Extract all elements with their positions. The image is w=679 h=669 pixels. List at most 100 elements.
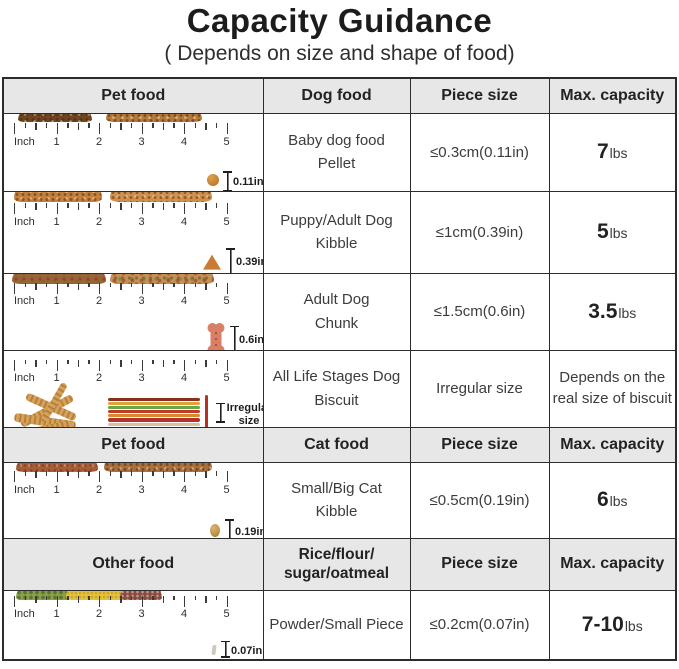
ruler-tick bbox=[173, 282, 175, 287]
food-name-line: Kibble bbox=[315, 235, 358, 252]
inch-ruler: Inch 1 2 3 4 5 bbox=[14, 203, 232, 229]
ruler-number: 2 bbox=[95, 295, 103, 307]
grain-pile-icon bbox=[66, 591, 126, 600]
ruler-tick bbox=[130, 595, 133, 601]
ruler-unit-label: Inch bbox=[14, 483, 35, 496]
ruler-tick bbox=[14, 123, 16, 134]
ruler-tick bbox=[88, 203, 90, 208]
kibble-pile-icon bbox=[104, 463, 212, 472]
ruler-tick bbox=[120, 282, 122, 290]
ruler-tick bbox=[130, 471, 133, 476]
size-annotation: 0.6in bbox=[239, 333, 263, 346]
ruler-tick bbox=[141, 471, 143, 482]
ruler-number: 1 bbox=[53, 372, 60, 384]
table-row: 0.6in Inch 1 2 3 4 5 Adult Dog Chunk ≤1.5cm(0… bbox=[2, 272, 677, 351]
bone-treat-icon bbox=[207, 322, 225, 349]
food-name-line: Pellet bbox=[317, 155, 356, 172]
kibble-pile-icon bbox=[16, 463, 98, 472]
ruler-tick bbox=[162, 203, 165, 210]
capacity-cell: 7lbs bbox=[548, 112, 677, 192]
kibble-pile-icon bbox=[110, 192, 212, 202]
ruler-tick bbox=[77, 359, 80, 367]
ruler-tick bbox=[24, 471, 27, 476]
ruler-number: 2 bbox=[95, 215, 103, 228]
ruler-tick bbox=[130, 203, 133, 208]
header-max-capacity: Max. capacity bbox=[548, 537, 677, 591]
ruler-number: 1 bbox=[53, 215, 60, 228]
ruler-number: 5 bbox=[223, 135, 230, 148]
ruler-tick bbox=[205, 359, 207, 367]
ruler-tick bbox=[120, 471, 122, 478]
ruler-tick bbox=[56, 282, 58, 294]
ruler-tick bbox=[99, 359, 101, 371]
food-illustration-cell: 0.39in Inch 1 2 3 4 5 bbox=[2, 190, 264, 274]
header-rice-flour: Rice/flour/ sugar/oatmeal bbox=[262, 537, 411, 591]
food-name-line: Puppy/Adult Dog bbox=[280, 211, 393, 229]
kibble-pile-icon bbox=[14, 192, 102, 202]
ruler-number: 1 bbox=[53, 295, 60, 307]
ruler-tick bbox=[173, 123, 175, 128]
header-max-capacity: Max. capacity bbox=[548, 77, 677, 114]
ruler-tick bbox=[67, 123, 69, 128]
ruler-tick bbox=[99, 203, 101, 214]
red-stick-icon bbox=[205, 394, 208, 426]
ruler-tick bbox=[194, 471, 197, 476]
table-row: 0.11in Inch 1 2 3 4 5 Baby dog food Pellet ≤0… bbox=[2, 112, 677, 192]
food-name-line: Chunk bbox=[314, 314, 359, 332]
capacity-guidance-table: Pet food Dog food Piece size Max. capaci… bbox=[2, 77, 677, 661]
ruler-tick bbox=[45, 203, 48, 208]
food-name-line: Adult Dog bbox=[303, 291, 370, 309]
size-annotation: Irregular size bbox=[225, 402, 262, 427]
ruler-tick bbox=[67, 595, 69, 601]
capacity-text-line: Depends on the bbox=[559, 369, 666, 387]
ruler-tick bbox=[194, 595, 197, 601]
ruler-tick bbox=[215, 359, 218, 364]
ruler-number: 2 bbox=[95, 372, 103, 384]
ruler-tick bbox=[35, 359, 37, 367]
ruler-tick bbox=[215, 595, 218, 601]
header-line: sugar/oatmeal bbox=[283, 565, 390, 582]
grain-pile-icon bbox=[120, 591, 162, 600]
ruler-tick bbox=[77, 471, 80, 478]
ruler-tick bbox=[14, 359, 16, 371]
inch-ruler: Inch 1 2 3 4 5 bbox=[14, 471, 232, 497]
ruler-number: 2 bbox=[95, 608, 103, 621]
ruler-tick bbox=[109, 123, 112, 128]
ruler-tick bbox=[184, 123, 186, 134]
ruler-tick bbox=[205, 123, 207, 130]
ruler-tick bbox=[88, 471, 90, 476]
ruler-tick bbox=[99, 282, 101, 294]
size-annotation: 0.07in bbox=[231, 644, 263, 657]
food-illustration-cell: 0.19in Inch 1 2 3 4 5 bbox=[2, 461, 264, 539]
piece-size-cell: Irregular size bbox=[409, 349, 550, 428]
ruler-tick bbox=[67, 203, 69, 208]
ruler-tick bbox=[226, 595, 228, 607]
ruler-tick bbox=[77, 595, 80, 603]
ruler-tick bbox=[141, 595, 143, 607]
food-illustration-cell: Irregular size Inch 1 2 3 4 5 bbox=[2, 349, 264, 428]
ruler-number: 5 bbox=[223, 295, 230, 307]
ruler-tick bbox=[109, 359, 112, 364]
header-piece-size: Piece size bbox=[409, 77, 550, 114]
header-row-dog: Pet food Dog food Piece size Max. capaci… bbox=[2, 77, 677, 114]
food-illustration-cell: 0.11in Inch 1 2 3 4 5 bbox=[2, 112, 264, 192]
ruler-tick bbox=[14, 471, 16, 482]
capacity-unit: lbs bbox=[609, 225, 628, 241]
food-name-cell: Adult Dog Chunk bbox=[262, 272, 411, 351]
ruler-tick bbox=[99, 471, 101, 482]
ruler-tick bbox=[120, 123, 122, 130]
ruler-tick bbox=[77, 203, 80, 210]
food-illustration-cell: 0.6in Inch 1 2 3 4 5 bbox=[2, 272, 264, 351]
ruler-tick bbox=[130, 359, 133, 364]
ruler-tick bbox=[194, 359, 197, 364]
inch-ruler: Inch 1 2 3 4 5 bbox=[14, 359, 232, 386]
ruler-tick bbox=[67, 471, 69, 476]
ruler-tick bbox=[14, 203, 16, 214]
ruler-tick bbox=[35, 123, 37, 130]
ruler-tick bbox=[226, 203, 228, 214]
ruler-tick bbox=[173, 471, 175, 476]
header-other-food: Other food bbox=[2, 537, 264, 591]
ruler-unit-label: Inch bbox=[14, 215, 35, 228]
size-bracket-icon bbox=[225, 519, 234, 537]
ruler-unit-label: Inch bbox=[14, 295, 35, 307]
